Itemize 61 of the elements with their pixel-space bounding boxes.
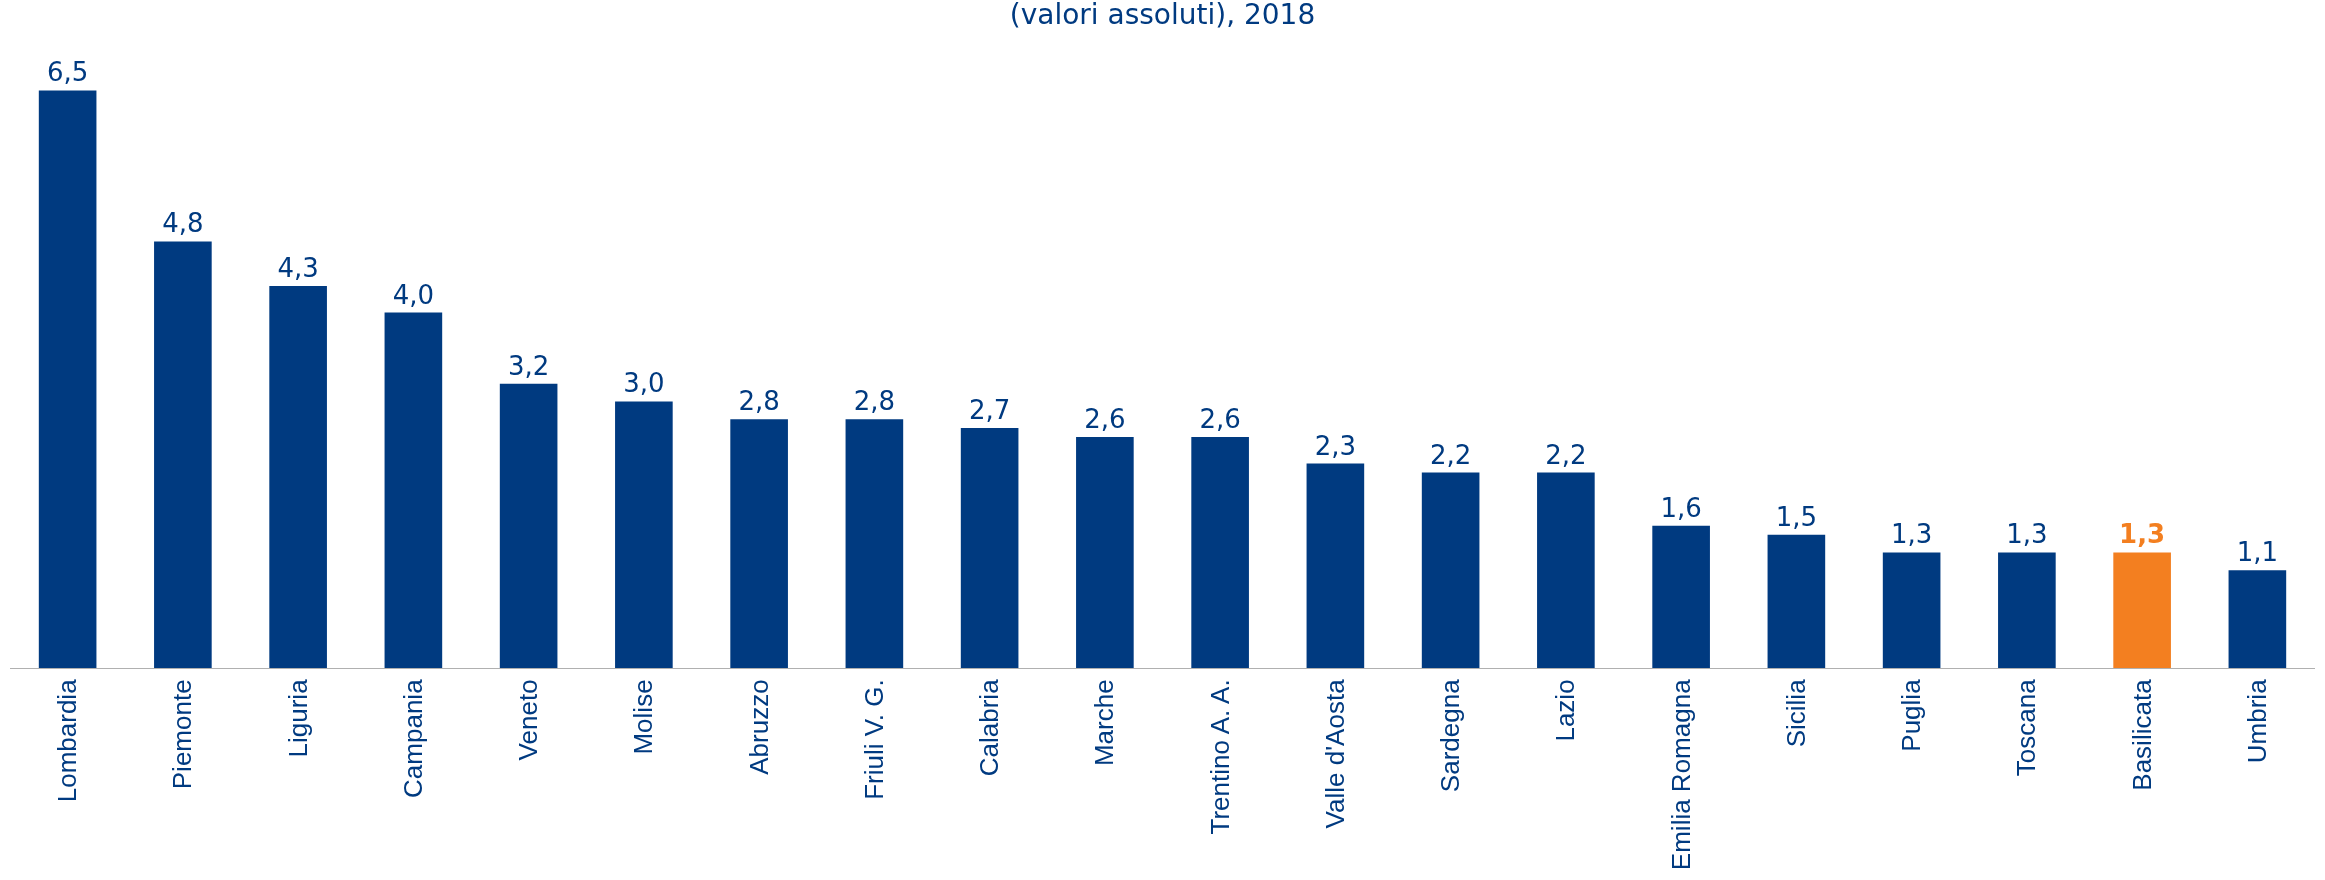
- chart-subtitle: (valori assoluti), 2018: [1009, 0, 1316, 31]
- data-label: 2,6: [1199, 403, 1241, 434]
- data-label: 3,0: [623, 368, 665, 399]
- data-label: 1,5: [1775, 501, 1818, 532]
- x-tick-label: Lazio: [1550, 679, 1581, 742]
- x-tick-label: Campania: [397, 678, 428, 798]
- data-label: 4,0: [392, 279, 435, 310]
- x-tick-label: Molise: [628, 679, 659, 755]
- data-label: 2,6: [1084, 403, 1126, 434]
- data-label: 1,1: [2236, 537, 2279, 568]
- bar: [2113, 552, 2171, 668]
- data-label: 1,3: [2006, 519, 2048, 550]
- x-tick-label: Friuli V. G.: [858, 679, 889, 800]
- data-label: 1,3: [2119, 519, 2166, 550]
- x-tick-label: Marche: [1089, 679, 1120, 767]
- bar: [1537, 472, 1595, 668]
- bar: [1998, 552, 2056, 668]
- bar: [730, 419, 788, 668]
- x-tick-label: Valle d'Aosta: [1319, 678, 1350, 829]
- bar: [845, 419, 904, 668]
- x-tick-label: Basilicata: [2126, 678, 2157, 791]
- x-tick-label: Trentino A. A.: [1204, 679, 1235, 835]
- x-tick-label: Emilia Romagna: [1665, 678, 1696, 871]
- data-label: 1,3: [1890, 519, 1933, 550]
- bar: [154, 241, 212, 668]
- bar: [1076, 436, 1134, 668]
- x-tick-label: Abruzzo: [743, 679, 774, 775]
- bar: [1652, 525, 1710, 668]
- data-label: 6,5: [46, 57, 89, 88]
- x-tick-label: Sardegna: [1435, 678, 1466, 793]
- data-label: 2,7: [968, 395, 1011, 426]
- bar: [1191, 436, 1249, 668]
- bar: [38, 90, 97, 668]
- bar: [384, 312, 443, 668]
- bar: [615, 401, 673, 668]
- data-label: 2,8: [853, 386, 896, 417]
- bar: [269, 285, 327, 668]
- x-tick-label: Sicilia: [1780, 678, 1811, 748]
- bar: [2228, 570, 2287, 668]
- data-label: 2,2: [1545, 439, 1587, 470]
- x-tick-label: Puglia: [1896, 678, 1927, 752]
- x-tick-label: Veneto: [513, 679, 544, 761]
- data-label: 2,2: [1429, 439, 1472, 470]
- x-tick-label: Toscana: [2011, 678, 2042, 777]
- bar: [1767, 534, 1826, 668]
- x-tick-label: Piemonte: [167, 679, 198, 790]
- bar: [960, 428, 1019, 668]
- x-tick-label: Lombardia: [52, 678, 83, 803]
- bar: [1421, 472, 1480, 668]
- data-label: 4,8: [162, 208, 204, 239]
- data-label: 3,2: [507, 350, 550, 381]
- data-label: 1,6: [1660, 492, 1702, 523]
- bar: [499, 383, 558, 668]
- x-tick-label: Umbria: [2241, 678, 2272, 764]
- data-label: 2,3: [1314, 430, 1357, 461]
- data-label: 4,3: [277, 252, 319, 283]
- bar: [1882, 552, 1941, 668]
- bar: [1306, 463, 1365, 668]
- data-label: 2,8: [738, 386, 780, 417]
- x-tick-label: Calabria: [974, 678, 1005, 777]
- x-tick-label: Liguria: [282, 678, 313, 758]
